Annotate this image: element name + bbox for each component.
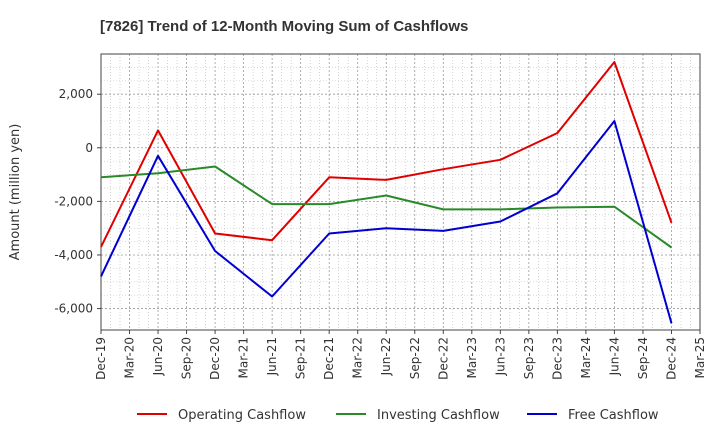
x-tick-label: Jun-22 [379,337,393,376]
series-group [100,61,673,324]
x-tick-label: Sep-24 [636,337,650,379]
x-tick-label: Mar-23 [465,337,479,378]
y-axis-label: Amount (million yen) [8,124,23,261]
x-tick-label: Dec-20 [208,337,222,380]
x-tick-label: Sep-23 [522,337,536,379]
x-tick-label: Dec-23 [550,337,564,380]
chart-title: [7826] Trend of 12-Month Moving Sum of C… [100,18,468,35]
y-tick-label: 2,000 [59,87,93,101]
legend-label: Investing Cashflow [377,408,500,423]
x-tick-label: Mar-25 [693,337,707,378]
x-tick-label: Jun-21 [265,337,279,376]
x-tick-label: Mar-22 [351,337,365,378]
y-tick-label: 0 [85,141,93,155]
legend-label: Operating Cashflow [178,408,306,423]
y-tick-label: -2,000 [54,194,93,208]
y-tick-label: -4,000 [54,248,93,262]
legend: Operating Cashflow Investing Cashflow Free… [137,408,659,423]
y-tick-label: -6,000 [54,302,93,316]
x-tick-label: Mar-21 [237,337,251,378]
x-tick-label: Sep-22 [408,337,422,379]
plot-frame [100,53,701,331]
y-axis: 2,000 0 -2,000 -4,000 -6,000 [54,87,101,316]
x-tick-label: Dec-22 [436,337,450,380]
series-line-investing-cashflow [100,165,673,249]
grid [101,54,700,330]
x-tick-label: Dec-19 [94,337,108,380]
x-axis: Dec-19 Mar-20 Jun-20 Sep-20 Dec-20 Mar-21 Jun-… [94,330,707,380]
x-tick-label: Dec-24 [664,337,678,380]
x-tick-label: Jun-20 [151,337,165,376]
x-tick-label: Sep-21 [294,337,308,379]
x-tick-label: Dec-21 [322,337,336,380]
x-tick-label: Sep-20 [180,337,194,379]
legend-label: Free Cashflow [568,408,659,423]
series-line-operating-cashflow [100,61,673,248]
x-tick-label: Jun-23 [493,337,507,376]
x-tick-label: Jun-24 [607,337,621,376]
x-tick-label: Mar-20 [123,337,137,378]
series-line-free-cashflow [100,120,673,324]
x-tick-label: Mar-24 [579,337,593,378]
